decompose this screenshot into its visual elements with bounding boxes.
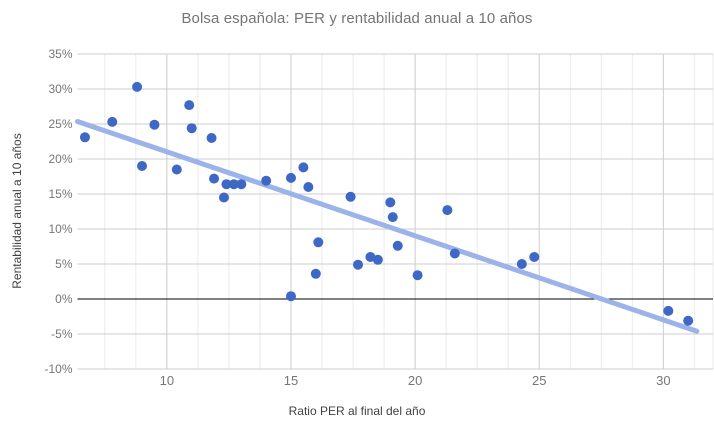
y-tick-label: 15%	[48, 187, 72, 201]
y-tick-label: 30%	[48, 82, 72, 96]
data-point	[353, 259, 364, 270]
data-point	[132, 81, 143, 92]
data-point	[218, 192, 229, 203]
y-tick-label: -10%	[44, 362, 72, 376]
data-point	[392, 240, 403, 251]
data-point	[303, 182, 314, 192]
data-point	[345, 191, 356, 202]
y-gridlines	[77, 53, 713, 370]
data-point	[236, 179, 247, 190]
y-tick-label: 35%	[48, 47, 72, 61]
x-tick-label: 25	[532, 373, 546, 388]
data-point	[184, 100, 195, 111]
data-point	[387, 212, 398, 223]
x-major-gridlines	[166, 54, 664, 369]
data-point	[516, 259, 527, 269]
x-tick-labels: 10 15 20 25 30	[160, 373, 671, 388]
data-point	[385, 197, 396, 208]
chart-title: Bolsa española: PER y rentabilidad anual…	[181, 10, 533, 27]
x-tick-label: 30	[656, 373, 670, 388]
y-axis-title-text: Rentabilidad anual a 10 años	[10, 133, 24, 289]
data-point	[313, 237, 324, 248]
data-point	[137, 161, 148, 171]
x-minor-gridlines	[104, 54, 714, 369]
y-tick-label: 5%	[55, 257, 73, 271]
x-tick-label: 10	[160, 373, 174, 388]
y-tick-label: 25%	[48, 117, 72, 131]
data-point	[683, 315, 694, 326]
data-point	[228, 179, 239, 190]
data-point	[107, 116, 118, 127]
data-point	[206, 133, 217, 143]
data-point	[285, 172, 296, 183]
data-point	[449, 248, 460, 259]
data-point	[663, 305, 674, 316]
data-point	[285, 291, 296, 302]
data-point	[79, 132, 90, 143]
data-point	[221, 179, 232, 190]
data-point	[209, 173, 220, 184]
y-tick-label: 0%	[55, 292, 73, 306]
data-point	[372, 254, 383, 265]
data-point	[442, 205, 453, 216]
y-tick-label: 20%	[48, 152, 72, 166]
data-point	[261, 175, 272, 186]
x-axis-title: Ratio PER al final del año	[288, 404, 426, 418]
data-point	[171, 164, 182, 175]
trendline	[75, 119, 700, 334]
data-point	[149, 119, 160, 130]
x-tick-label: 15	[284, 373, 298, 388]
data-point	[298, 162, 309, 173]
y-tick-label: 10%	[48, 222, 72, 236]
data-point	[186, 123, 197, 134]
data-point	[412, 270, 423, 281]
data-point	[310, 268, 321, 279]
data-points	[79, 81, 694, 326]
y-tick-label: -5%	[51, 327, 73, 341]
y-tick-labels: 35% 30% 25% 20% 15% 10% 5% 0% -5% -10%	[44, 47, 72, 376]
x-tick-label: 20	[408, 373, 422, 388]
data-point	[529, 252, 540, 262]
